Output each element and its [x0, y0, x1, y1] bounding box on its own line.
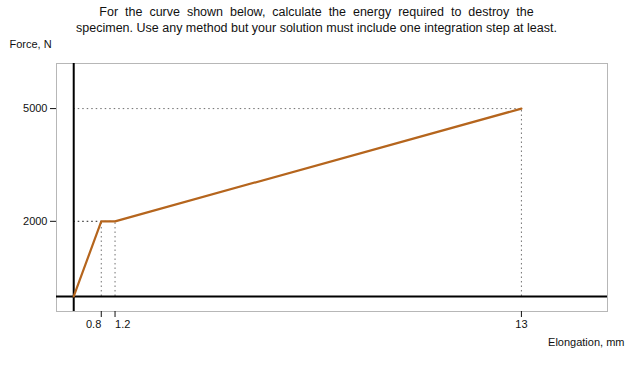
html-text:specimen. Use any method but y: specimen. Use any method but your soluti…	[76, 21, 557, 36]
svg-text:Elongation, mm: Elongation, mm	[548, 335, 624, 347]
svg-text:13: 13	[515, 318, 527, 330]
html-text:For the curve shown below, cal: For the curve shown below, calculate the…	[99, 5, 534, 19]
svg-text:0.8: 0.8	[86, 318, 101, 330]
svg-text:1.2: 1.2	[115, 318, 130, 330]
svg-text:5000: 5000	[23, 102, 47, 114]
svg-text:Force, N: Force, N	[10, 38, 52, 50]
svg-text:2000: 2000	[23, 214, 47, 226]
